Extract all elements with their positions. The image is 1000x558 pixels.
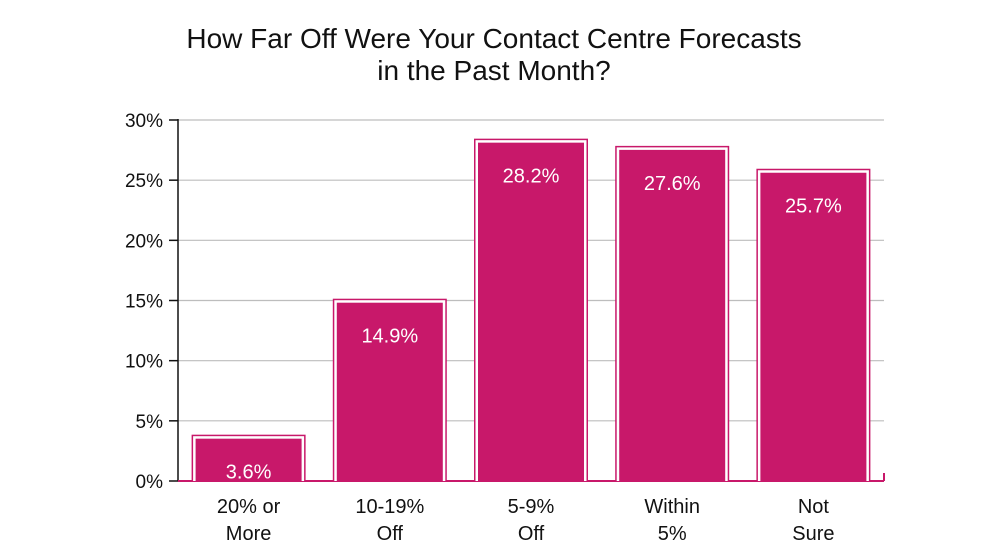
y-tick-label: 20% xyxy=(125,231,163,252)
category-label: 10-19% xyxy=(355,496,424,518)
bar xyxy=(478,142,584,481)
bar-value-label: 25.7% xyxy=(785,196,842,218)
category-label: Off xyxy=(377,523,404,545)
category-labels: 20% or More 10-19% Off 5-9% Off Within 5% Not Sur… xyxy=(217,496,835,545)
value-labels: 3.6% 14.9% 28.2% 27.6% 25.7% xyxy=(226,166,842,484)
bar xyxy=(195,438,302,481)
chart-title: How Far Off Were Your Contact Centre For… xyxy=(186,23,801,86)
category-label: 5-9% xyxy=(508,496,555,518)
bar-value-label: 27.6% xyxy=(644,173,701,195)
category-label: Sure xyxy=(792,523,834,545)
category-label: Within xyxy=(644,496,700,518)
bar xyxy=(760,172,867,481)
bar-value-label: 3.6% xyxy=(226,462,272,484)
bar-value-label: 28.2% xyxy=(503,166,560,188)
category-label: 5% xyxy=(658,523,687,545)
chart-title-line: in the Past Month? xyxy=(377,55,610,86)
y-tick-label: 10% xyxy=(125,352,163,373)
bar xyxy=(336,302,443,481)
category-label: Not xyxy=(798,496,830,518)
bar-value-label: 14.9% xyxy=(361,326,418,348)
bars xyxy=(191,138,871,481)
category-label: Off xyxy=(518,523,545,545)
y-tick-label: 25% xyxy=(125,171,163,192)
chart-title-line: How Far Off Were Your Contact Centre For… xyxy=(186,23,801,54)
y-tick-label: 5% xyxy=(136,412,164,433)
bar xyxy=(619,149,726,481)
y-tick-labels: 0% 5% 10% 15% 20% 25% 30% xyxy=(125,111,163,493)
y-tick-label: 0% xyxy=(136,472,164,493)
y-tick-label: 15% xyxy=(125,292,163,313)
category-label: More xyxy=(226,523,272,545)
category-label: 20% or xyxy=(217,496,281,518)
y-tick-label: 30% xyxy=(125,111,163,132)
